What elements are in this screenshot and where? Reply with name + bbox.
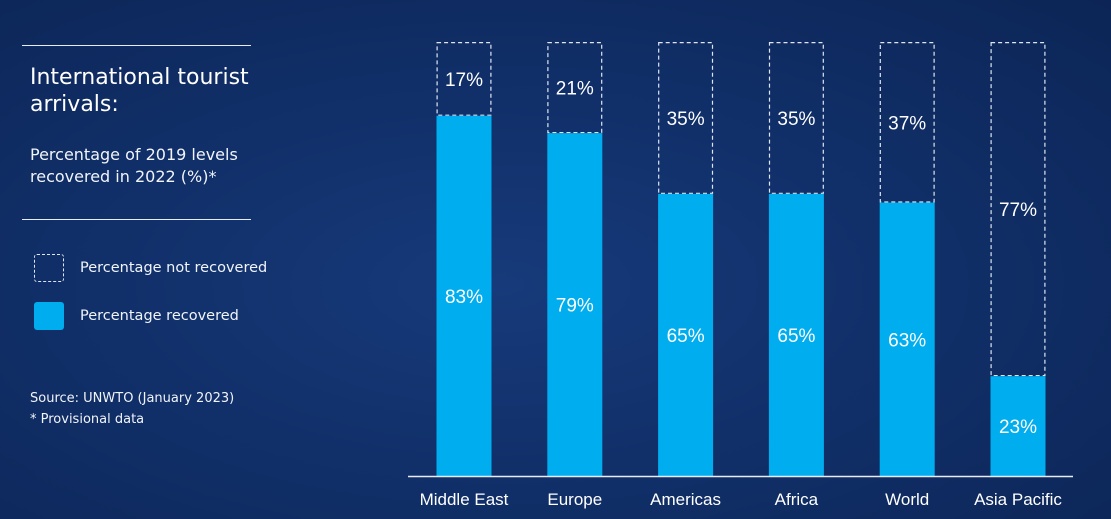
bar-not-recovered-africa: [768, 41, 824, 194]
legend-item-recovered: Percentage recovered: [34, 301, 239, 331]
legend-item-not-recovered: Percentage not recovered: [34, 253, 267, 283]
x-tick-label-middle-east: Middle East: [420, 490, 509, 509]
bar-not-recovered-americas: [658, 41, 714, 194]
x-tick-label-europe: Europe: [547, 490, 602, 509]
bar-recovered-world: [879, 202, 935, 476]
bar-not-recovered-asia-pacific: [990, 41, 1046, 377]
legend-label-not-recovered: Percentage not recovered: [80, 260, 268, 276]
middle-divider: [22, 219, 251, 220]
bar-recovered-asia-pacific: [990, 376, 1046, 476]
legend-label-recovered: Percentage recovered: [80, 308, 239, 324]
top-divider: [22, 45, 251, 46]
data-label-recovered-americas: 65%: [667, 326, 705, 347]
x-tick-label-americas: Americas: [650, 490, 721, 509]
bar-not-recovered-europe: [547, 41, 603, 134]
data-label-recovered-europe: 79%: [556, 296, 594, 317]
source-text: Source: UNWTO (January 2023): [30, 391, 235, 406]
bar-recovered-europe: [547, 133, 603, 476]
x-tick-label-asia-pacific: Asia Pacific: [974, 490, 1062, 509]
legend-swatch-recovered: [34, 302, 64, 330]
bar-not-recovered-world: [879, 41, 935, 203]
data-label-not-recovered-middle-east: 17%: [445, 70, 483, 91]
source-note: Source: UNWTO (January 2023) * Provision…: [30, 388, 234, 430]
bar-recovered-africa: [768, 193, 824, 476]
data-label-not-recovered-africa: 35%: [777, 109, 815, 130]
legend-swatch-not-recovered: [34, 254, 64, 282]
data-label-not-recovered-europe: 21%: [556, 79, 594, 100]
bar-recovered-middle-east: [436, 115, 492, 476]
data-label-not-recovered-world: 37%: [888, 113, 926, 134]
data-label-not-recovered-asia-pacific: 77%: [999, 200, 1037, 221]
x-tick-label-africa: Africa: [775, 490, 819, 509]
data-label-recovered-africa: 65%: [777, 326, 815, 347]
bar-recovered-americas: [658, 193, 714, 476]
data-label-recovered-world: 63%: [888, 330, 926, 351]
x-tick-label-world: World: [885, 490, 929, 509]
chart-subtitle: Percentage of 2019 levels recovered in 2…: [30, 145, 238, 186]
data-label-recovered-middle-east: 83%: [445, 287, 483, 308]
data-label-not-recovered-americas: 35%: [667, 109, 705, 130]
data-label-recovered-asia-pacific: 23%: [999, 417, 1037, 438]
footnote-text: * Provisional data: [30, 412, 145, 427]
chart-title: International tourist arrivals:: [30, 65, 249, 117]
